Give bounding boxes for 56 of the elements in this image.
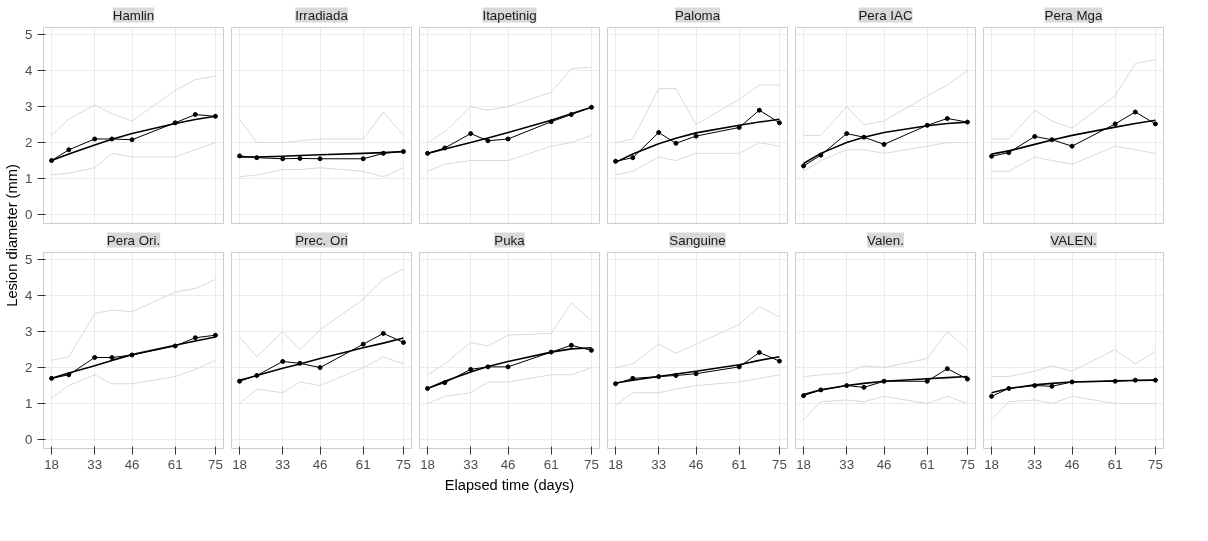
- x-tick-label: 61: [167, 456, 183, 472]
- x-tick-label: 61: [919, 456, 935, 472]
- x-tick-label: 46: [688, 456, 704, 472]
- x-tick-label: 75: [396, 456, 411, 472]
- y-tick-label: 5: [25, 27, 33, 43]
- chart-title: Pera IAC: [858, 7, 913, 23]
- chart-title: Paloma: [674, 7, 721, 23]
- y-axis-title: Lesion diameter (mm): [3, 164, 20, 307]
- x-tick-label: 33: [651, 456, 667, 472]
- x-tick-label: 18: [44, 456, 59, 472]
- y-tick-label: 0: [25, 207, 33, 223]
- chart-title: Irradiada: [295, 7, 349, 23]
- x-tick-label: 18: [984, 456, 999, 472]
- chart-title: VALEN.: [1050, 232, 1097, 248]
- x-tick-label: 46: [876, 456, 892, 472]
- x-tick-label: 75: [960, 456, 975, 472]
- x-tick-label: 18: [608, 456, 623, 472]
- y-tick-label: 2: [25, 135, 33, 151]
- x-tick-label: 18: [420, 456, 435, 472]
- chart-title: Sanguine: [669, 232, 726, 248]
- x-tick-label: 75: [1148, 456, 1163, 472]
- y-tick-label: 5: [25, 252, 33, 268]
- chart-title: Itapetinig: [482, 7, 537, 23]
- y-tick-label: 3: [25, 324, 33, 340]
- x-tick-label: 33: [839, 456, 855, 472]
- x-tick-label: 46: [312, 456, 328, 472]
- y-tick-label: 3: [25, 99, 33, 115]
- x-tick-label: 75: [584, 456, 599, 472]
- x-tick-label: 61: [543, 456, 559, 472]
- x-tick-label: 33: [463, 456, 479, 472]
- x-tick-label: 46: [124, 456, 140, 472]
- x-tick-label: 46: [500, 456, 516, 472]
- x-tick-label: 61: [355, 456, 371, 472]
- chart-title: Pera Mga: [1044, 7, 1103, 23]
- x-tick-label: 46: [1064, 456, 1080, 472]
- y-tick-label: 1: [25, 171, 33, 187]
- y-tick-label: 4: [25, 288, 34, 304]
- chart-title: Hamlin: [112, 7, 155, 23]
- y-tick-label: 0: [25, 432, 33, 448]
- chart-title: Puka: [494, 232, 526, 248]
- chart-title: Valen.: [867, 232, 904, 248]
- y-tick-label: 2: [25, 360, 33, 376]
- x-tick-label: 33: [87, 456, 103, 472]
- x-tick-label: 61: [731, 456, 747, 472]
- x-tick-label: 61: [1107, 456, 1123, 472]
- x-tick-label: 33: [275, 456, 291, 472]
- chart-title: Pera Ori.: [106, 232, 161, 248]
- chart-title: Prec. Ori: [295, 232, 348, 248]
- x-tick-label: 75: [208, 456, 223, 472]
- x-tick-label: 75: [772, 456, 787, 472]
- y-tick-label: 4: [25, 63, 34, 79]
- x-tick-label: 33: [1027, 456, 1043, 472]
- x-axis-title: Elapsed time (days): [444, 476, 575, 493]
- y-tick-label: 1: [25, 396, 33, 412]
- x-tick-label: 18: [796, 456, 811, 472]
- x-tick-label: 18: [232, 456, 247, 472]
